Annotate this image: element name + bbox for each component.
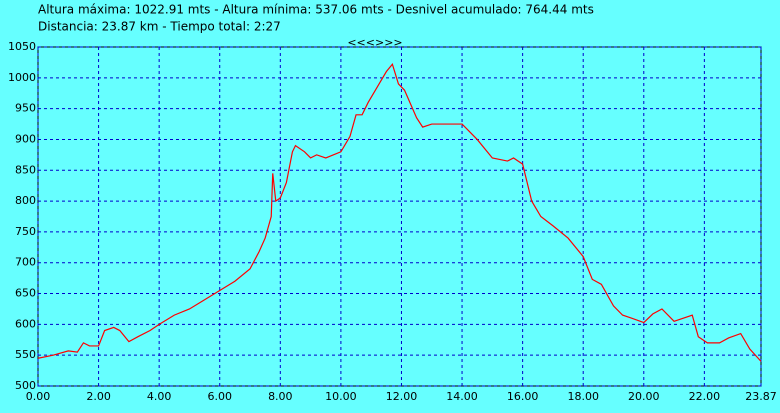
plot-area xyxy=(37,46,762,387)
x-tick-label: 6.00 xyxy=(207,390,232,403)
x-tick-label: 12.00 xyxy=(386,390,418,403)
x-tick-label: 10.00 xyxy=(325,390,357,403)
y-tick-label: 1050 xyxy=(8,40,36,53)
x-tick-label: 0.00 xyxy=(26,390,51,403)
elevation-line xyxy=(37,63,762,362)
y-tick-label: 850 xyxy=(15,163,36,176)
y-tick-label: 700 xyxy=(15,256,36,269)
y-tick-label: 1000 xyxy=(8,71,36,84)
summary: Altura máxima: 1022.91 mts - Altura míni… xyxy=(38,3,594,17)
y-tick-label: 600 xyxy=(15,317,36,330)
y-tick-label: 900 xyxy=(15,132,36,145)
x-tick-label: 20.00 xyxy=(628,390,660,403)
summary-2: Distancia: 23.87 km - Tiempo total: 2:27 xyxy=(38,20,281,34)
y-tick-label: 550 xyxy=(15,348,36,361)
x-tick-label: 16.00 xyxy=(507,390,539,403)
y-tick-label: 950 xyxy=(15,102,36,115)
y-tick-label: 500 xyxy=(15,379,36,392)
y-tick-label: 800 xyxy=(15,194,36,207)
x-tick-label: 4.00 xyxy=(147,390,172,403)
y-tick-label: 650 xyxy=(15,287,36,300)
x-tick-label: 23.87 xyxy=(745,390,777,403)
x-tick-label: 18.00 xyxy=(567,390,599,403)
x-tick-label: 8.00 xyxy=(268,390,293,403)
x-tick-label: 22.00 xyxy=(689,390,721,403)
x-tick-label: 2.00 xyxy=(86,390,111,403)
nav-buttons[interactable]: <<<>>> xyxy=(347,36,402,49)
y-tick-label: 750 xyxy=(15,225,36,238)
x-tick-label: 14.00 xyxy=(446,390,478,403)
